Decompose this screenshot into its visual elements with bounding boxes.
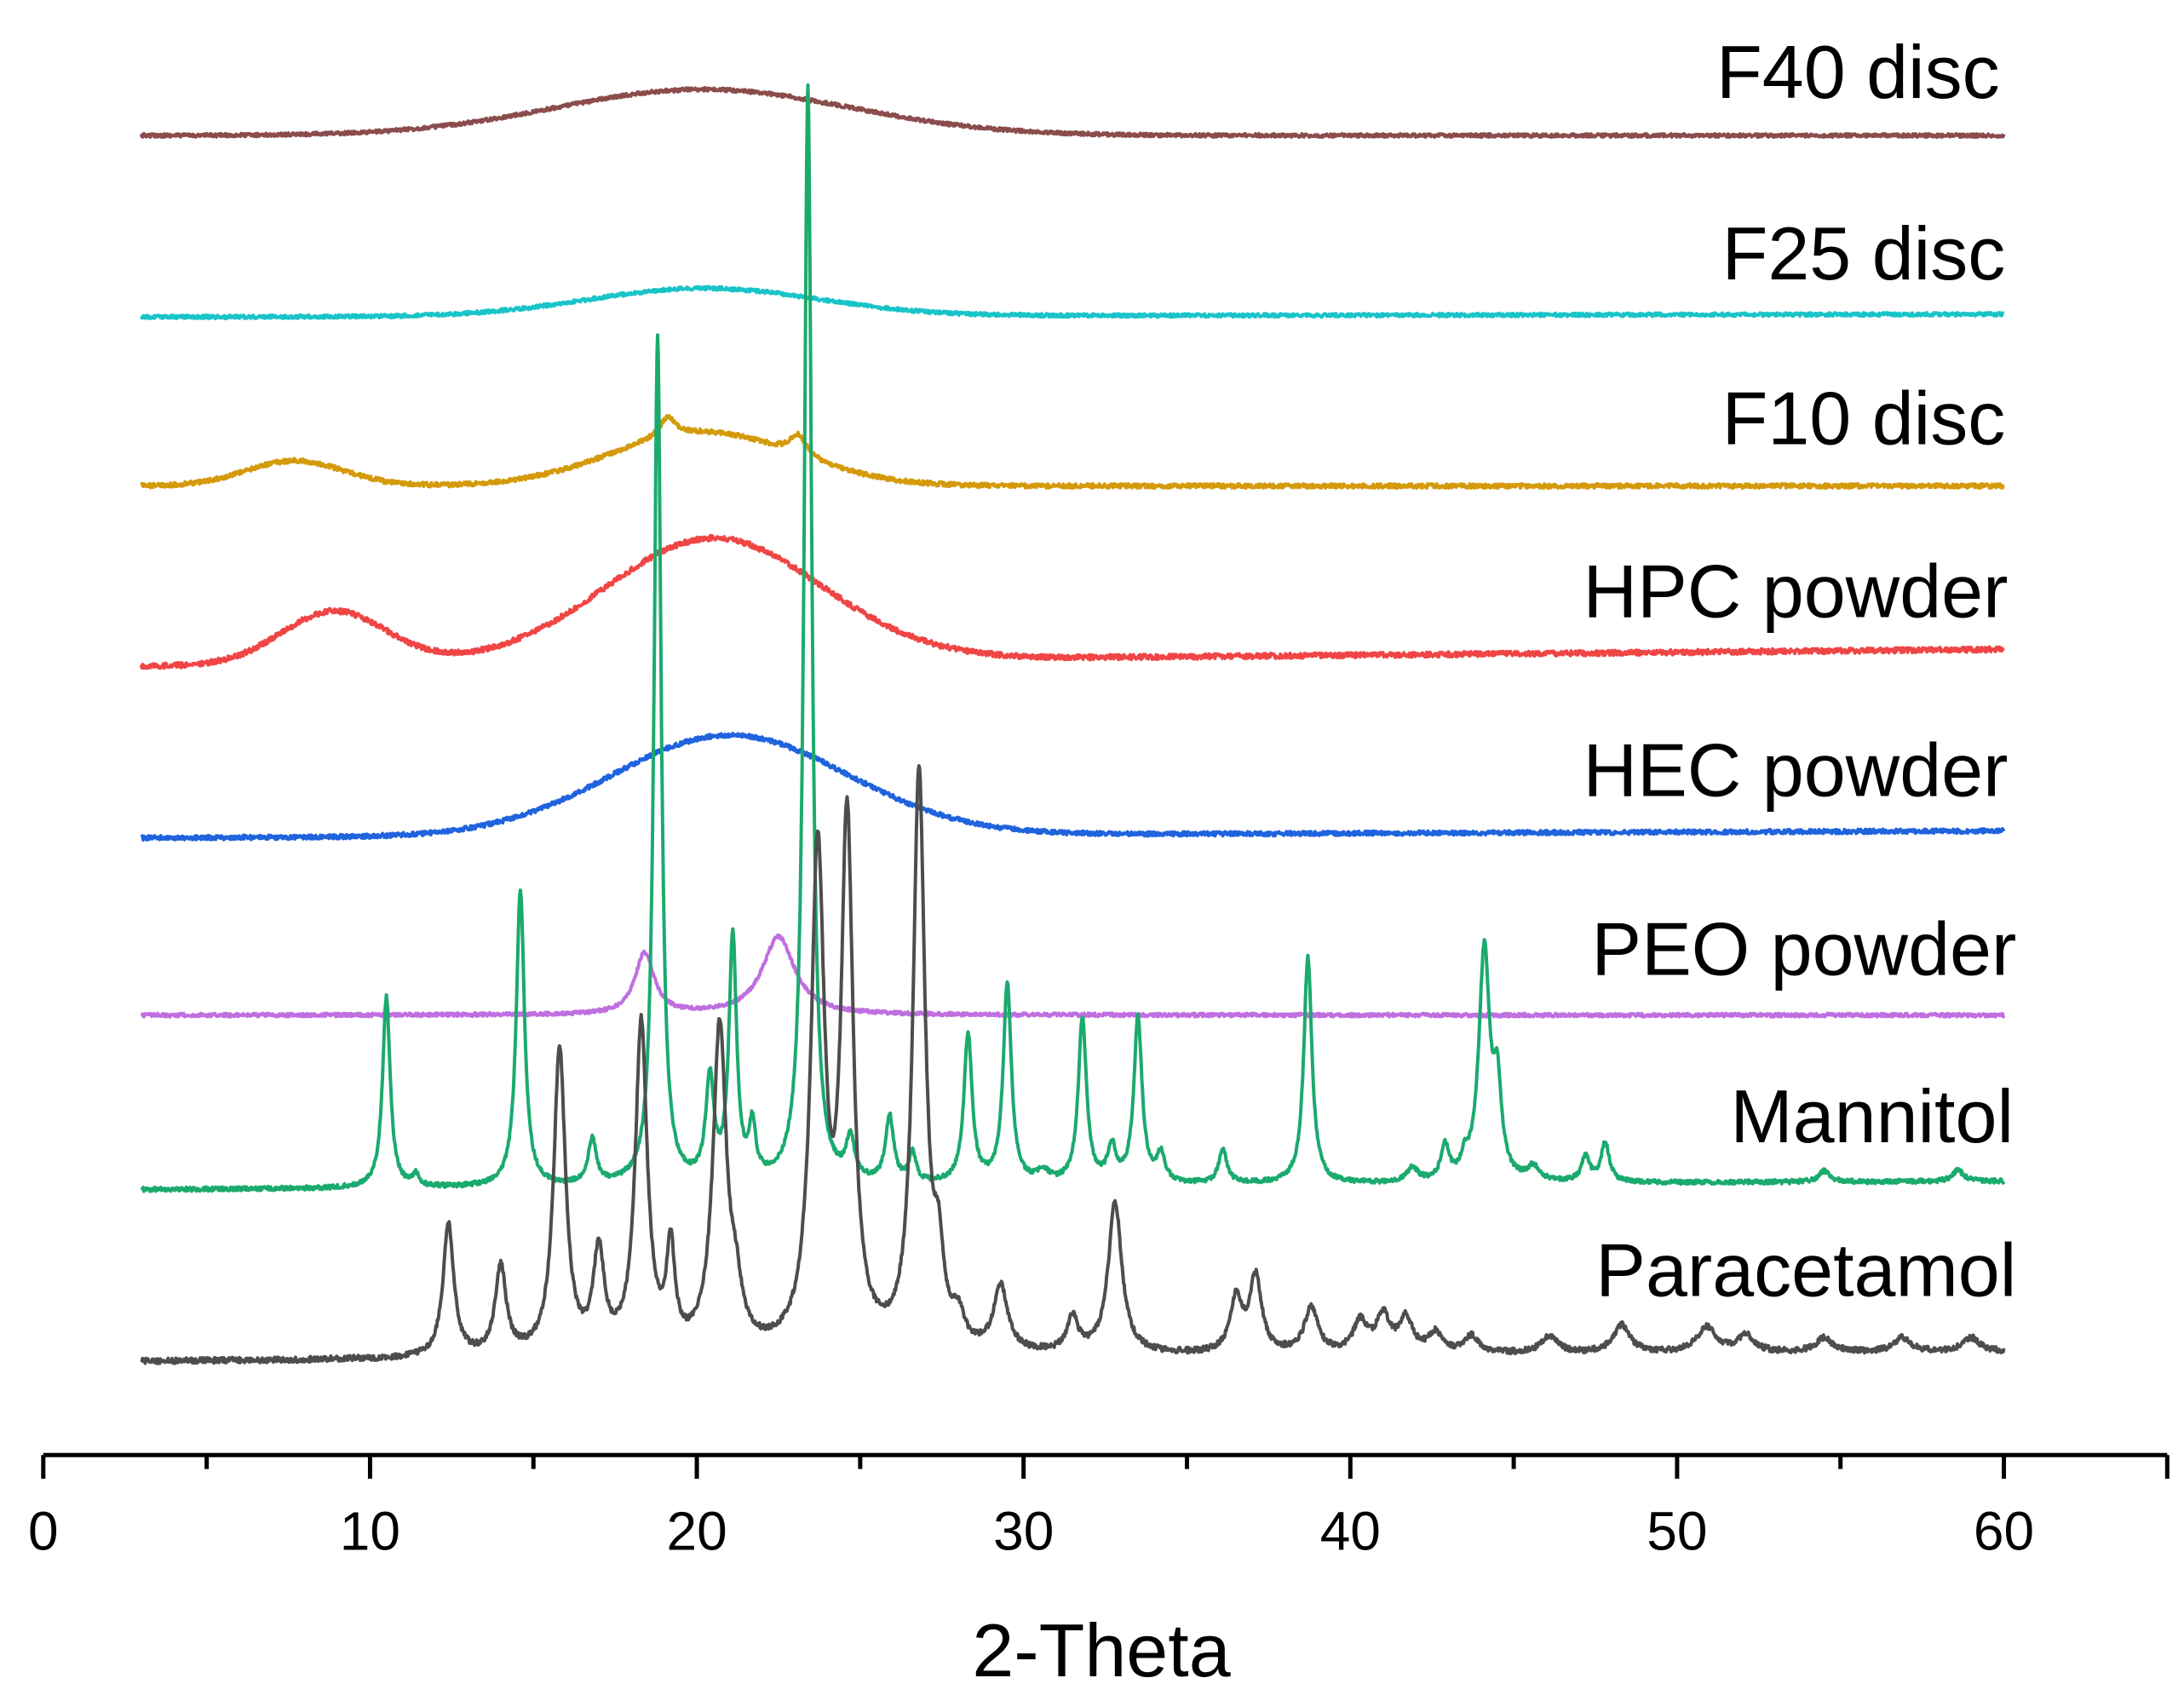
x-axis: 0 10 20 30 40 50 60 — [28, 1452, 2170, 1562]
series-label-paracetamol: Paracetamol — [1595, 1227, 2016, 1312]
series-label-hec-powder: HEC powder — [1583, 728, 2009, 813]
series-label-f40-disc: F40 disc — [1716, 30, 2000, 114]
x-tick-label-20: 20 — [667, 1501, 727, 1562]
x-tick-label-30: 30 — [993, 1501, 1054, 1562]
x-tick-label-50: 50 — [1647, 1501, 1707, 1562]
x-tick-label-40: 40 — [1320, 1501, 1381, 1562]
series-label-hpc-powder: HPC powder — [1583, 549, 2009, 634]
series-line-hec-powder — [140, 732, 2006, 842]
series-line-peo-powder — [140, 933, 2006, 1019]
series-line-f40-disc — [139, 86, 2006, 139]
series-label-mannitol: Mannitol — [1730, 1074, 2014, 1158]
trace-layer — [139, 83, 2006, 1365]
series-line-hpc-powder — [139, 533, 2005, 670]
series-line-mannitol — [140, 83, 2006, 1193]
x-tick-label-10: 10 — [340, 1501, 400, 1562]
x-axis-title: 2-Theta — [972, 1608, 1230, 1692]
x-tick-label-0: 0 — [28, 1501, 59, 1562]
series-label-f25-disc: F25 disc — [1722, 211, 2006, 296]
series-label-layer: F40 disc F25 disc F10 disc HPC powder HEC po… — [1583, 30, 2017, 1313]
series-line-f10-disc — [140, 414, 2005, 490]
series-line-f25-disc — [140, 284, 2005, 320]
series-line-paracetamol — [140, 764, 2006, 1365]
x-tick-label-60: 60 — [1974, 1501, 2034, 1562]
series-label-peo-powder: PEO powder — [1591, 906, 2016, 991]
series-label-f10-disc: F10 disc — [1722, 376, 2006, 460]
